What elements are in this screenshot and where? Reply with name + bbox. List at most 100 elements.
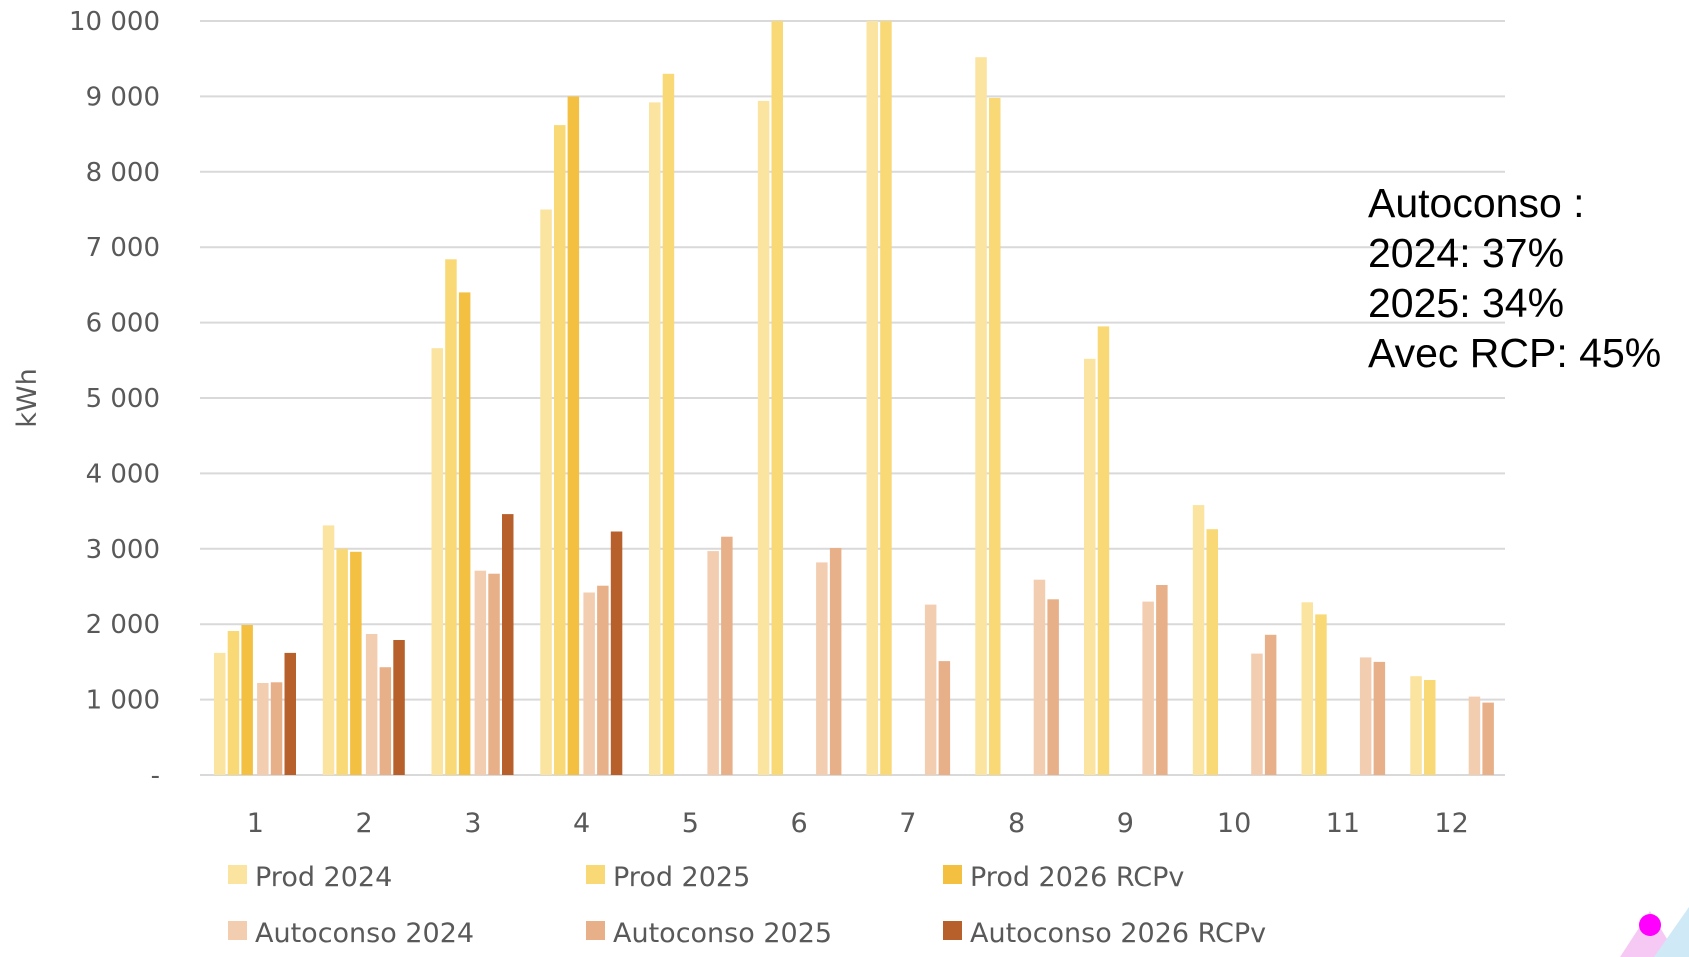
bar — [365, 634, 378, 775]
bar — [975, 57, 987, 775]
bar — [1033, 579, 1046, 775]
bar — [1192, 505, 1205, 775]
bar — [227, 631, 240, 775]
x-tick-label: 6 — [791, 808, 808, 839]
autoconso-annotation: Autoconso : 2024: 37% 2025: 34% Avec RCP… — [1368, 178, 1661, 378]
bar — [1251, 653, 1263, 775]
y-tick-label: 2 000 — [86, 610, 160, 640]
logo-shape — [1654, 907, 1689, 957]
brand-logo — [1620, 907, 1689, 957]
x-tick-label: 3 — [464, 808, 481, 839]
x-tick-label: 2 — [356, 808, 373, 839]
bar — [502, 514, 514, 775]
y-tick-label: 4 000 — [86, 459, 160, 489]
bar — [322, 525, 335, 775]
bar — [1142, 601, 1154, 775]
bar — [257, 683, 269, 775]
y-tick-label: 8 000 — [86, 158, 160, 188]
bar — [924, 604, 937, 775]
annotation-line: Avec RCP: 45% — [1368, 330, 1662, 376]
bar — [1301, 602, 1313, 775]
bar — [214, 652, 226, 775]
annotation-line: Autoconso : — [1368, 180, 1585, 226]
bar — [567, 96, 580, 775]
bar — [662, 73, 675, 776]
bar — [336, 548, 348, 775]
x-tick-label: 10 — [1217, 808, 1251, 839]
bar — [554, 125, 566, 776]
bar — [488, 573, 500, 775]
legend-swatch — [943, 865, 962, 884]
bars — [214, 21, 1494, 776]
bar — [474, 570, 487, 775]
bar — [757, 100, 770, 775]
x-tick-label: 11 — [1326, 808, 1360, 839]
bar — [1264, 634, 1277, 775]
x-axis-ticks: 1 2 3 4 5 6 7 8 9 10 11 12 — [247, 808, 1469, 839]
bar — [721, 536, 733, 775]
bar — [938, 661, 951, 775]
legend-label: Autoconso 2025 — [613, 918, 832, 949]
annotation-line: 2025: 34% — [1368, 280, 1565, 326]
bar — [1482, 702, 1494, 775]
annotation-line: 2024: 37% — [1368, 230, 1565, 276]
y-tick-label: 6 000 — [86, 309, 160, 339]
y-tick-label: 5 000 — [86, 384, 160, 414]
bar — [597, 585, 609, 775]
bar — [1097, 326, 1110, 775]
bar — [880, 21, 892, 775]
legend-label: Autoconso 2026 RCPv — [970, 918, 1266, 949]
legend-label: Prod 2025 — [613, 862, 750, 893]
legend: Prod 2024 Prod 2025 Prod 2026 RCPv Autocons… — [228, 862, 1266, 949]
bar — [866, 21, 878, 775]
bar — [1424, 680, 1436, 775]
y-tick-label: - — [151, 761, 160, 791]
bar — [1359, 657, 1372, 775]
x-tick-label: 8 — [1008, 808, 1025, 839]
bar — [1206, 529, 1218, 775]
bar — [241, 625, 253, 775]
x-tick-label: 9 — [1117, 808, 1134, 839]
y-axis-ticks: - 1 000 2 000 3 000 4 000 5 000 6 000 7 000 8 00… — [69, 7, 160, 791]
y-tick-label: 3 000 — [86, 535, 160, 565]
legend-swatch — [943, 921, 962, 940]
bar — [1468, 696, 1481, 775]
bar — [649, 102, 661, 775]
bar — [431, 348, 443, 775]
bar — [379, 667, 392, 775]
bar — [458, 292, 471, 775]
bar — [1315, 614, 1327, 775]
bar — [1373, 661, 1386, 775]
legend-label: Autoconso 2024 — [255, 918, 474, 949]
x-tick-label: 7 — [899, 808, 916, 839]
y-tick-label: 1 000 — [86, 686, 160, 716]
bar — [393, 640, 405, 775]
bar — [816, 562, 828, 775]
legend-swatch — [586, 921, 605, 940]
y-tick-label: 10 000 — [69, 7, 160, 37]
x-tick-label: 1 — [247, 808, 264, 839]
logo-dot — [1639, 914, 1661, 936]
y-axis-label: kWh — [12, 368, 43, 427]
bar — [771, 21, 783, 775]
bar — [1047, 599, 1059, 775]
y-tick-label: 9 000 — [86, 82, 160, 112]
x-tick-label: 4 — [573, 808, 590, 839]
x-tick-label: 12 — [1434, 808, 1468, 839]
bar — [1410, 676, 1422, 775]
legend-label: Prod 2026 RCPv — [970, 862, 1184, 893]
bar — [1156, 585, 1168, 775]
bar — [1084, 358, 1096, 775]
grid-lines — [200, 20, 1505, 776]
bar — [445, 259, 457, 775]
bar — [829, 548, 842, 775]
bar — [540, 209, 552, 775]
bar — [270, 682, 283, 775]
bar — [583, 592, 595, 775]
bar — [707, 551, 719, 775]
legend-swatch — [228, 865, 247, 884]
bar — [610, 531, 623, 775]
bar — [350, 551, 362, 775]
legend-label: Prod 2024 — [255, 862, 392, 893]
